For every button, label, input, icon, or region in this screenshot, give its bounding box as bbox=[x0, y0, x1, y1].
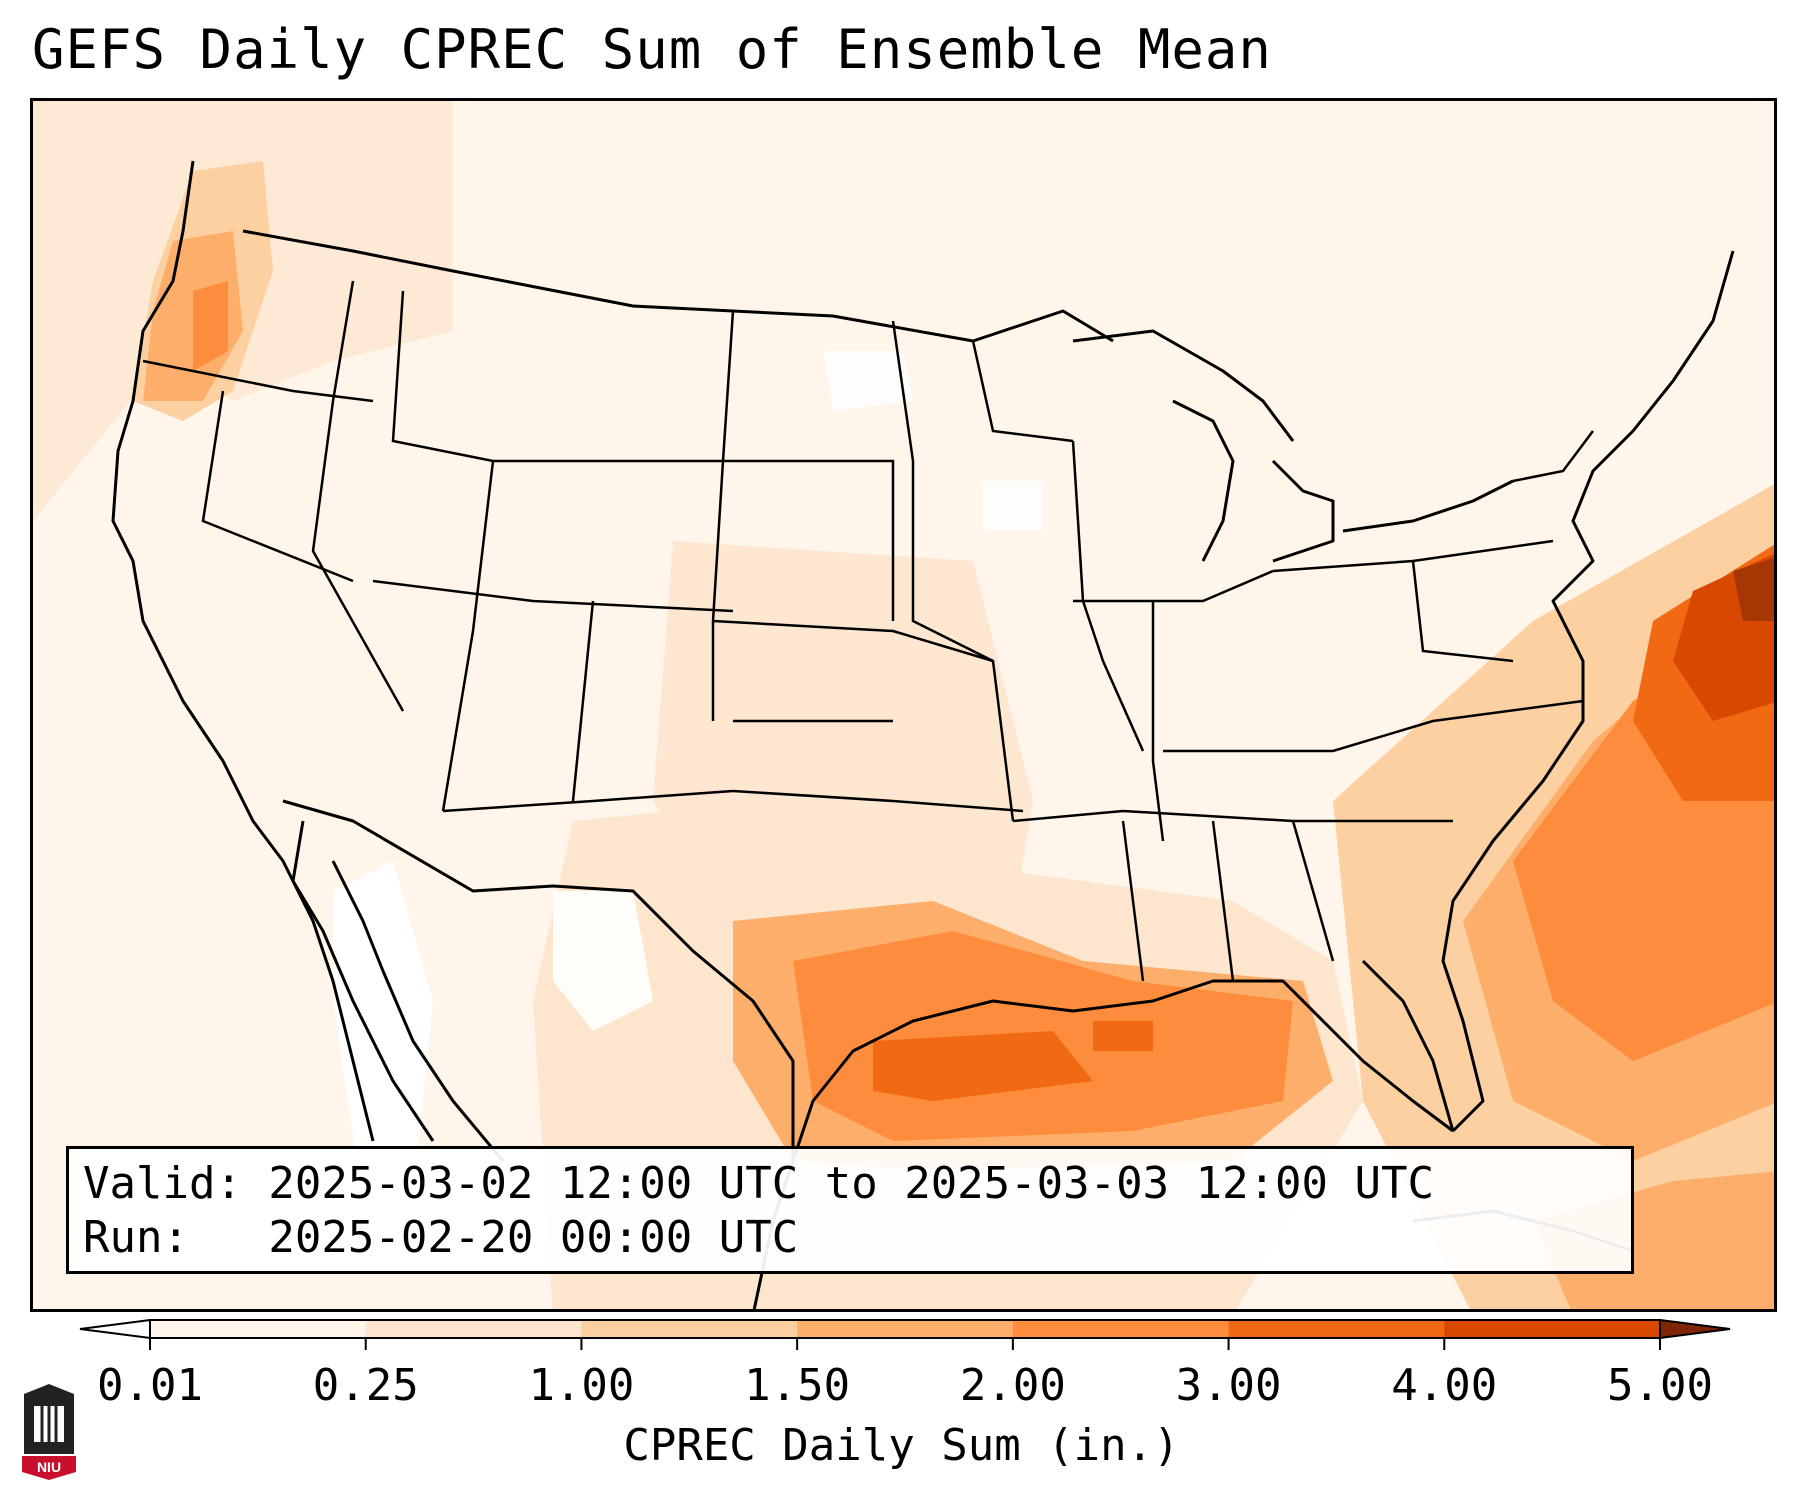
colorbar-outline bbox=[149, 1319, 1661, 1339]
colorbar-tick-label: 4.00 bbox=[1391, 1360, 1498, 1411]
colorbar-tick-label: 5.00 bbox=[1607, 1360, 1713, 1411]
colorbar-segment bbox=[150, 1320, 367, 1338]
colorbar-tick-label: 3.00 bbox=[1175, 1360, 1282, 1411]
colorbar-tick-label: 2.00 bbox=[959, 1360, 1066, 1411]
colorbar bbox=[79, 1318, 1731, 1350]
colorbar-tick-label: 1.50 bbox=[744, 1360, 851, 1411]
state-lines bbox=[142, 280, 1594, 982]
precipitation-map bbox=[30, 98, 1777, 1312]
colorbar-segment bbox=[797, 1320, 1014, 1338]
colorbar-segment bbox=[1228, 1320, 1445, 1338]
colorbar-segment bbox=[1444, 1320, 1661, 1338]
valid-time-text: Valid: 2025-03-02 12:00 UTC to 2025-03-0… bbox=[83, 1158, 1435, 1209]
colorbar-segment bbox=[1012, 1320, 1230, 1338]
colorbar-tick-label: 1.00 bbox=[528, 1360, 635, 1411]
niu-logo-icon: NIU bbox=[22, 1384, 76, 1480]
colorbar-tick-label: 0.25 bbox=[312, 1360, 419, 1411]
colorbar-segment bbox=[581, 1320, 798, 1338]
run-time-text: Run: 2025-02-20 00:00 UTC bbox=[83, 1212, 799, 1263]
colorbar-label: CPREC Daily Sum (in.) bbox=[623, 1420, 1180, 1471]
validity-info-box: Valid: 2025-03-02 12:00 UTC to 2025-03-0… bbox=[66, 1146, 1634, 1274]
precipitation-shading bbox=[33, 101, 1774, 1309]
colorbar-segment bbox=[365, 1320, 582, 1338]
colorbar-tick-label: 0.01 bbox=[97, 1360, 203, 1411]
colorbar-over-arrow bbox=[1659, 1318, 1731, 1340]
colorbar-segments bbox=[79, 1318, 1731, 1340]
colorbar-ticks bbox=[149, 1338, 1661, 1350]
map-title: GEFS Daily CPREC Sum of Ensemble Mean bbox=[32, 18, 1272, 81]
logo-text: NIU bbox=[37, 1459, 61, 1475]
colorbar-under-arrow bbox=[79, 1318, 151, 1340]
map-canvas bbox=[33, 101, 1774, 1309]
